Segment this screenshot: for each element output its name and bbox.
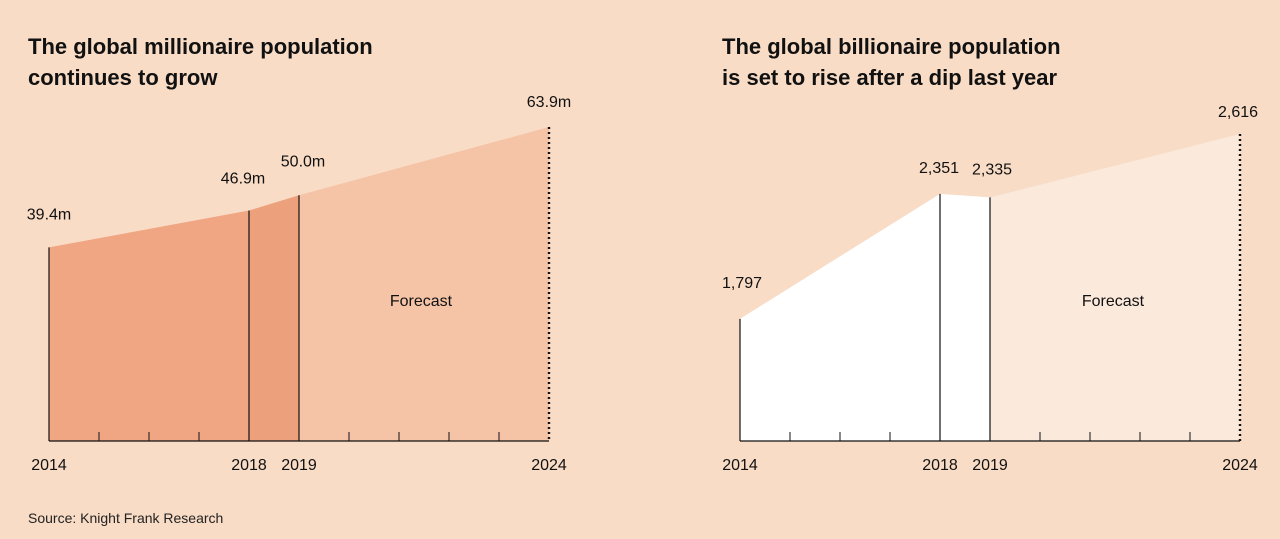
value-label-2019: 50.0m — [281, 153, 325, 170]
tick-label-2018: 2018 — [922, 457, 958, 474]
area-segment-0 — [740, 193, 940, 441]
tick-label-2024: 2024 — [531, 457, 567, 474]
value-label-2018: 46.9m — [221, 171, 265, 188]
millionaire-area-chart: 2014 2018 2019 2024 39.4m 46.9m 50.0m 63.9m Fore… — [27, 94, 571, 474]
value-label-2018: 2,351 — [919, 160, 959, 177]
value-label-2024: 2,616 — [1218, 104, 1258, 121]
value-label-2014: 39.4m — [27, 206, 71, 223]
tick-label-2019: 2019 — [972, 457, 1008, 474]
tick-label-2024: 2024 — [1222, 457, 1258, 474]
value-label-2024: 63.9m — [527, 94, 571, 111]
area-segment-1 — [249, 195, 299, 441]
forecast-label: Forecast — [390, 293, 453, 310]
forecast-label: Forecast — [1082, 293, 1145, 310]
tick-label-2019: 2019 — [281, 457, 317, 474]
value-label-2014: 1,797 — [722, 275, 762, 292]
tick-label-2014: 2014 — [722, 457, 758, 474]
tick-label-2014: 2014 — [31, 457, 67, 474]
source-note: Source: Knight Frank Research — [28, 510, 224, 526]
chart-title-billionaires: The global billionaire population is set… — [722, 34, 1061, 90]
chart-title-millionaires: The global millionaire population contin… — [28, 34, 373, 90]
area-segment-0 — [49, 210, 249, 441]
area-segment-1 — [940, 193, 990, 441]
value-label-2019: 2,335 — [972, 161, 1012, 178]
area-segment-2 — [299, 127, 549, 441]
tick-label-2018: 2018 — [231, 457, 267, 474]
area-segment-2 — [990, 134, 1240, 441]
